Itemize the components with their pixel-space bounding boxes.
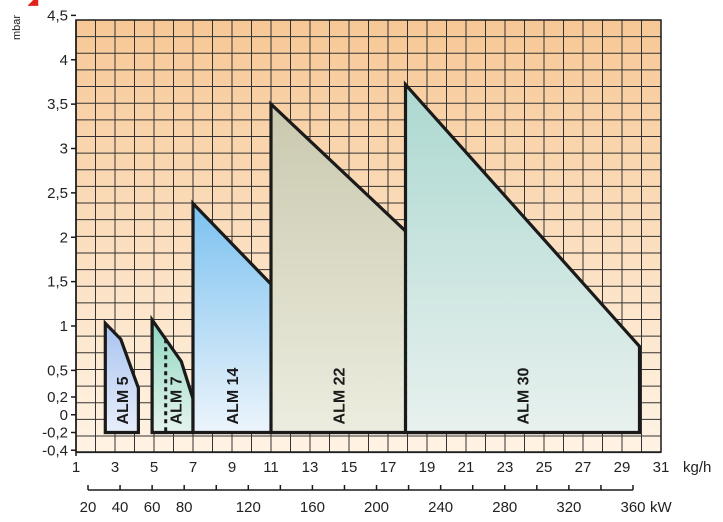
x-kw-tick-label: 320 (556, 499, 581, 516)
x-kg-tick-label: 1 (72, 459, 80, 476)
x-kw-tick-label: 240 (428, 499, 453, 516)
x-kw-tick-label: 80 (176, 499, 193, 516)
x-kw-tick-label: 160 (300, 499, 325, 516)
x-kg-tick-label: 15 (341, 459, 358, 476)
y-tick-label: -0,2 (42, 425, 68, 442)
x-kw-tick-label: 280 (492, 499, 517, 516)
x-kw-unit: kW (650, 499, 673, 516)
series-area-alm-7 (150, 314, 195, 435)
x-kg-tick-label: 5 (150, 459, 158, 476)
x-kg-tick-label: 29 (614, 459, 631, 476)
series-label-alm-30: ALM 30 (516, 368, 533, 425)
y-tick-label: 4 (60, 52, 68, 69)
x-kw-tick-label: 60 (144, 499, 161, 516)
y-tick-label: 3 (60, 141, 68, 158)
y-tick-label: 2 (60, 229, 68, 246)
series-label-alm-14: ALM 14 (225, 368, 242, 425)
x-kw-tick-label: 200 (364, 499, 389, 516)
x-kg-tick-label: 9 (228, 459, 236, 476)
series-label-alm-5: ALM 5 (115, 376, 132, 424)
y-tick-label: 0,2 (47, 389, 68, 406)
x-kg-tick-label: 19 (419, 459, 436, 476)
y-tick-label: 0 (60, 407, 68, 424)
x-kw-tick-label: 360 (620, 499, 645, 516)
series-area-alm-30 (403, 80, 642, 435)
x-kw-tick-label: 120 (236, 499, 261, 516)
x-kg-tick-label: 27 (575, 459, 592, 476)
series-label-alm-22: ALM 22 (331, 368, 348, 425)
cropped-title-fragment: ◢ (28, 0, 50, 6)
x-kg-unit: kg/h (683, 459, 711, 476)
x-kw-tick-label: 20 (80, 499, 97, 516)
x-kg-tick-label: 17 (380, 459, 397, 476)
y-tick-label: 4,5 (47, 7, 68, 24)
x-kg-tick-label: 21 (458, 459, 475, 476)
series-label-alm-7: ALM 7 (168, 376, 185, 424)
y-tick-label: 1 (60, 318, 68, 335)
x-kg-tick-label: 7 (189, 459, 197, 476)
x-kg-tick-label: 13 (302, 459, 319, 476)
x-kg-tick-label: 23 (497, 459, 514, 476)
y-tick-label: 2,5 (47, 185, 68, 202)
x-kg-tick-label: 3 (111, 459, 119, 476)
x-kg-tick-label: 31 (653, 459, 670, 476)
x-kg-tick-label: 25 (536, 459, 553, 476)
y-axis-label: mbar (11, 15, 23, 40)
y-tick-label: 3,5 (47, 96, 68, 113)
y-tick-label: -0,4 (42, 442, 68, 459)
x-kw-tick-label: 40 (112, 499, 129, 516)
series-area-alm-5 (103, 319, 140, 435)
y-tick-label: 0,5 (47, 362, 68, 379)
x-kg-tick-label: 11 (263, 459, 279, 476)
y-tick-label: 1,5 (47, 274, 68, 291)
series-group: ALM 5 ALM 7 ALM 14 ALM 22 ALM 30 (103, 80, 642, 435)
